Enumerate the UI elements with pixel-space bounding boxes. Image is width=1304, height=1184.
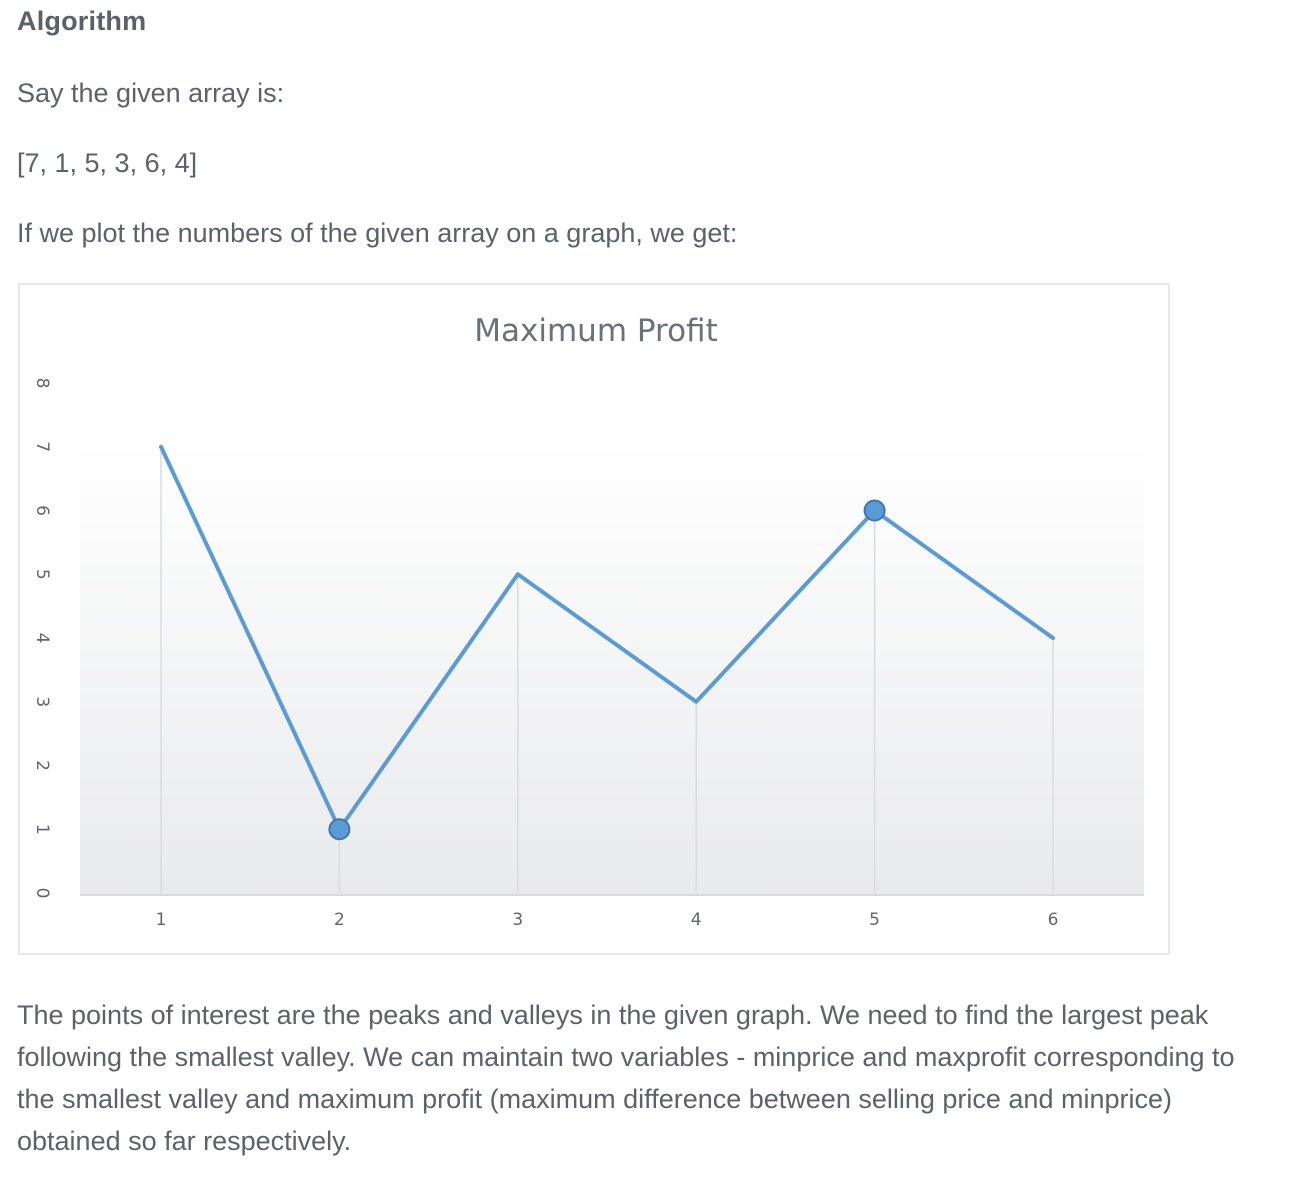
y-tick-label: 5 bbox=[32, 569, 52, 580]
y-tick-label: 6 bbox=[32, 505, 52, 516]
x-tick-label: 1 bbox=[156, 910, 167, 930]
max-profit-chart: Maximum Profit 0 1 2 3 4 5 6 7 8 1 2 3 4 5 6 bbox=[32, 313, 1144, 930]
x-tick-label: 5 bbox=[869, 910, 880, 930]
y-tick-label: 2 bbox=[32, 760, 52, 771]
chart-title: Maximum Profit bbox=[474, 313, 717, 349]
y-tick-label: 4 bbox=[32, 633, 52, 644]
series-line bbox=[159, 444, 1055, 832]
plot-text: If we plot the numbers of the given arra… bbox=[17, 218, 738, 248]
x-tick-label: 6 bbox=[1048, 910, 1059, 930]
chart-figure: Maximum Profit 0 1 2 3 4 5 6 7 8 1 2 3 4 5 6 bbox=[18, 283, 1170, 955]
explanation-text: The points of interest are the peaks and… bbox=[17, 1000, 1235, 1156]
y-tick-label: 3 bbox=[32, 696, 52, 707]
highlighted-point-marker bbox=[863, 499, 886, 522]
section-heading: Algorithm bbox=[17, 6, 147, 36]
highlighted-point-marker bbox=[328, 818, 351, 841]
y-tick-label: 0 bbox=[32, 888, 52, 899]
y-tick-label: 8 bbox=[32, 378, 52, 389]
array-text: [7, 1, 5, 3, 6, 4] bbox=[17, 148, 198, 178]
x-tick-label: 3 bbox=[512, 910, 523, 930]
y-tick-label: 1 bbox=[32, 824, 52, 835]
plot-area-background bbox=[80, 445, 1144, 895]
x-tick-label: 2 bbox=[334, 910, 345, 930]
x-tick-label: 4 bbox=[691, 910, 702, 930]
intro-text: Say the given array is: bbox=[17, 78, 285, 108]
y-tick-label: 7 bbox=[32, 441, 52, 452]
